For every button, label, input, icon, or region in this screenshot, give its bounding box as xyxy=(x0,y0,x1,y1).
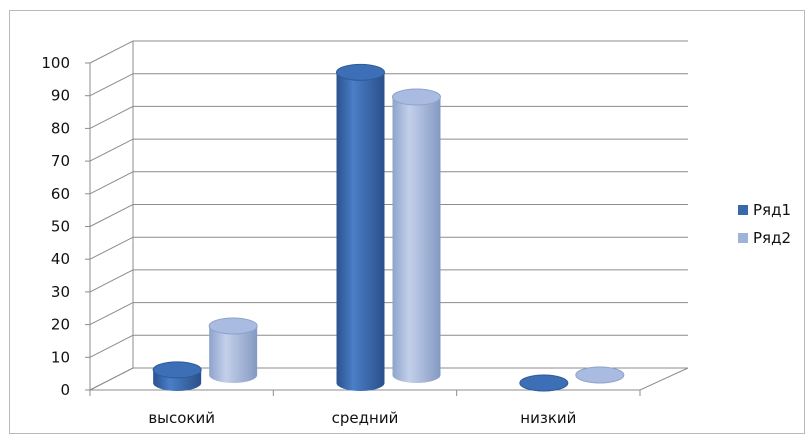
x-axis-category-labels: высокий средний низкий xyxy=(148,409,576,427)
y-tick-label: 10 xyxy=(51,348,70,366)
gridline xyxy=(89,236,688,260)
legend: Ряд1 Ряд2 xyxy=(738,201,791,247)
bars xyxy=(152,63,625,392)
y-tick-label: 70 xyxy=(51,152,70,170)
gridline xyxy=(89,171,688,195)
bar xyxy=(152,361,202,391)
gridline xyxy=(89,334,688,358)
y-tick-label: 40 xyxy=(51,250,70,268)
bar xyxy=(208,317,258,383)
bar xyxy=(519,374,569,392)
y-tick-label: 20 xyxy=(51,316,70,334)
gridline xyxy=(89,40,688,64)
y-tick-label: 50 xyxy=(51,218,70,236)
gridline xyxy=(89,73,688,97)
gridlines xyxy=(89,40,688,391)
category-label: низкий xyxy=(520,409,576,427)
y-tick-label: 100 xyxy=(41,54,70,72)
gridline xyxy=(89,105,688,129)
bar xyxy=(392,88,441,384)
category-label: высокий xyxy=(148,409,215,427)
gridline xyxy=(89,204,688,227)
gridline xyxy=(89,302,688,326)
legend-swatch xyxy=(738,205,748,215)
bar xyxy=(575,366,625,384)
y-axis-tick-labels: 0 10 20 30 40 50 60 70 80 90 100 xyxy=(41,54,70,399)
y-tick-label: 80 xyxy=(51,119,70,137)
legend-swatch xyxy=(738,233,748,243)
y-tick-label: 90 xyxy=(51,87,70,105)
legend-label: Ряд2 xyxy=(753,229,791,247)
axes xyxy=(85,41,689,396)
gridline xyxy=(89,138,688,162)
bar xyxy=(336,63,385,391)
y-tick-label: 0 xyxy=(60,381,70,399)
gridline xyxy=(89,269,688,293)
legend-label: Ряд1 xyxy=(753,201,791,219)
category-label: средний xyxy=(332,409,399,427)
y-tick-label: 30 xyxy=(51,283,70,301)
y-tick-label: 60 xyxy=(51,185,70,203)
